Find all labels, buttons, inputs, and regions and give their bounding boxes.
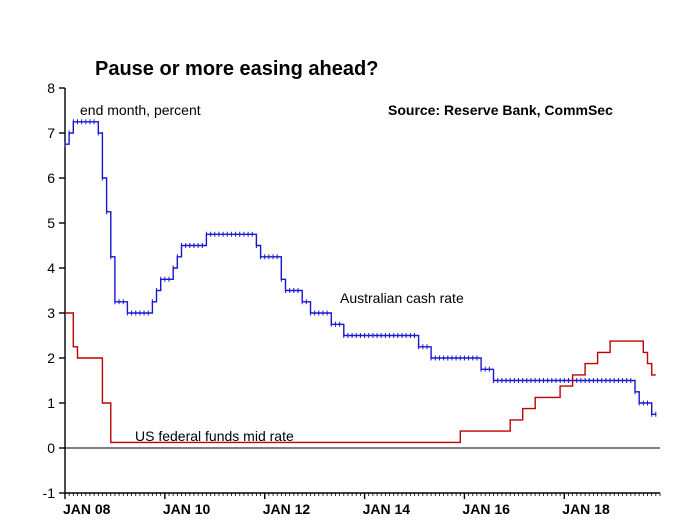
y-tick-label: 0 [47, 440, 55, 456]
chart-svg [0, 0, 700, 525]
y-tick-label: 8 [47, 80, 55, 96]
x-tick-label: JAN 18 [562, 501, 609, 517]
y-tick-label: 3 [47, 305, 55, 321]
series-label-1: US federal funds mid rate [135, 428, 294, 444]
x-tick-label: JAN 12 [263, 501, 310, 517]
y-tick-label: 6 [47, 170, 55, 186]
x-tick-label: JAN 10 [163, 501, 210, 517]
y-tick-label: -1 [43, 485, 55, 501]
series-label-0: Australian cash rate [340, 290, 464, 306]
y-tick-label: 4 [47, 260, 55, 276]
x-tick-label: JAN 16 [462, 501, 509, 517]
chart-container: Pause or more easing ahead? end month, p… [0, 0, 700, 525]
y-tick-label: 1 [47, 395, 55, 411]
y-tick-label: 7 [47, 125, 55, 141]
y-tick-label: 5 [47, 215, 55, 231]
x-tick-label: JAN 14 [363, 501, 410, 517]
y-tick-label: 2 [47, 350, 55, 366]
series-us-line [65, 313, 656, 442]
x-tick-label: JAN 08 [63, 501, 110, 517]
series-aus-line [65, 122, 656, 415]
